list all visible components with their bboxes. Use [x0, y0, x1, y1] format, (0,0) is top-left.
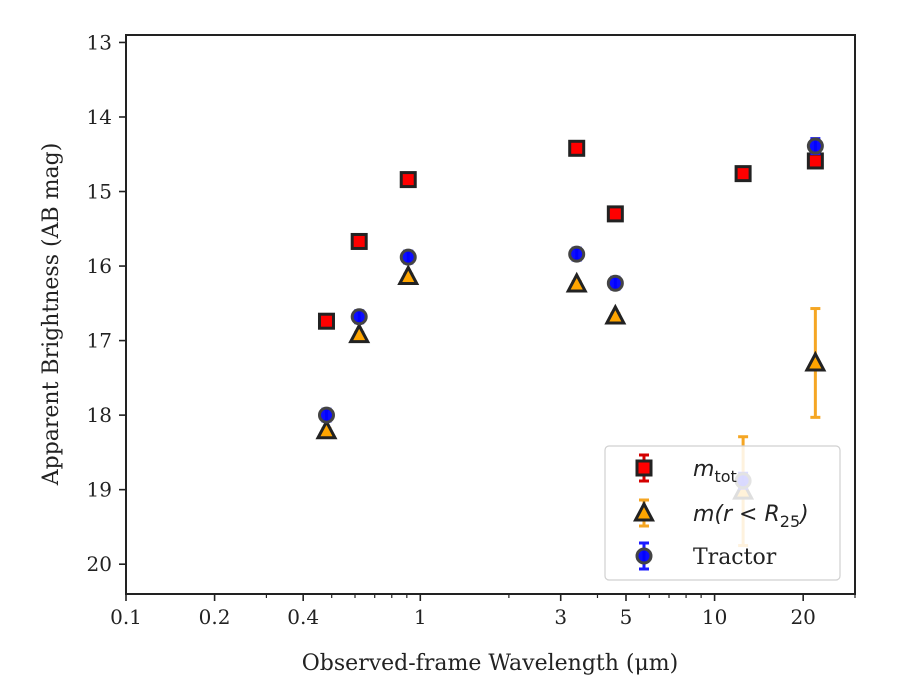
legend-label: m(r < R25): [693, 502, 809, 531]
legend-marker: [635, 459, 653, 477]
x-tick-label: 5: [620, 605, 633, 629]
data-point: [317, 312, 335, 330]
y-tick-label: 14: [87, 105, 112, 129]
data-point: [350, 308, 368, 326]
data-point: [399, 171, 417, 189]
legend-marker: [633, 500, 655, 522]
legend-box: [604, 445, 841, 581]
legend-label: mtot: [693, 457, 737, 486]
y-tick-label: 13: [87, 30, 112, 54]
y-tick-label: 15: [87, 180, 112, 204]
legend-label-tail: ): [798, 502, 809, 527]
legend-marker: [635, 547, 653, 565]
data-point: [568, 139, 586, 157]
legend-label-main: m(r < R: [693, 502, 780, 527]
x-tick-label: 0.2: [199, 605, 231, 629]
legend: mtot m(r < R25) Tractor: [604, 445, 841, 581]
data-point: [315, 418, 338, 440]
x-tick-label: 10: [702, 605, 727, 629]
x-tick-label: 1: [414, 605, 427, 629]
x-tick-label: 20: [790, 605, 815, 629]
data-point: [568, 245, 586, 263]
data-point: [606, 205, 624, 223]
legend-label-subscript: 25: [780, 512, 800, 531]
data-point: [604, 303, 627, 325]
data-point: [348, 322, 371, 344]
plot-frame: [125, 34, 856, 595]
data-point: [565, 271, 588, 293]
data-point: [806, 152, 824, 170]
legend-label-tractor: Tractor: [693, 545, 777, 570]
legend-label-subscript: tot: [714, 467, 736, 486]
y-tick-label: 19: [87, 478, 112, 502]
y-tick-label: 20: [87, 552, 112, 576]
y-axis-label: Apparent Brightness (AB mag): [39, 143, 64, 487]
y-tick-label: 18: [87, 403, 112, 427]
y-axis-ticks: 13 14 15 16 17 18 19 20: [87, 30, 126, 576]
y-tick-label: 17: [87, 329, 112, 353]
data-point: [734, 165, 752, 183]
data-point: [806, 137, 824, 155]
data-point: [317, 406, 335, 424]
data-point: [397, 264, 420, 285]
legend-label-main: m: [693, 457, 714, 482]
data-point: [350, 232, 368, 250]
data-point: [399, 248, 417, 266]
plot-area: [125, 34, 856, 595]
x-tick-label: 0.4: [287, 605, 319, 629]
x-axis-label: Observed-frame Wavelength (μm): [302, 651, 678, 676]
data-point: [606, 274, 624, 292]
x-tick-label: 3: [554, 605, 567, 629]
x-axis-ticks: 0.1 0.2 0.4 1 3 5 10 20: [110, 594, 856, 629]
y-tick-label: 16: [87, 254, 112, 278]
x-tick-label: 0.1: [110, 605, 142, 629]
data-point: [804, 350, 827, 372]
series-mtot: [317, 139, 824, 330]
